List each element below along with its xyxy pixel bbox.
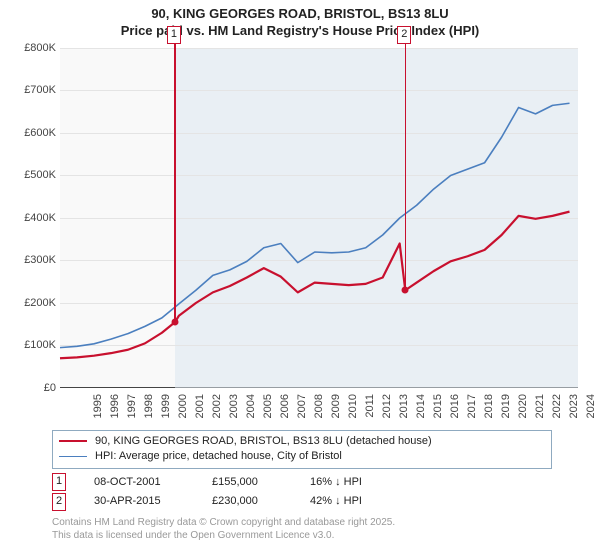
series-hpi [60, 103, 570, 347]
x-axis-label: 2023 [568, 394, 580, 428]
x-axis-label: 2001 [194, 394, 206, 428]
sale-diff: 16% ↓ HPI [310, 473, 400, 493]
sale-marker-dot [402, 287, 409, 294]
x-axis-label: 1995 [92, 394, 104, 428]
x-axis-label: 2014 [415, 394, 427, 428]
x-axis-label: 2015 [432, 394, 444, 428]
x-axis-label: 2009 [330, 394, 342, 428]
legend: 90, KING GEORGES ROAD, BRISTOL, BS13 8LU… [52, 430, 552, 469]
chart-area: £0£100K£200K£300K£400K£500K£600K£700K£80… [18, 44, 578, 424]
legend-label: HPI: Average price, detached house, City… [95, 449, 342, 464]
x-axis-label: 2019 [500, 394, 512, 428]
legend-row: 90, KING GEORGES ROAD, BRISTOL, BS13 8LU… [59, 434, 545, 449]
sale-row: 1 08-OCT-2001 £155,000 16% ↓ HPI [52, 473, 590, 493]
chart-title: 90, KING GEORGES ROAD, BRISTOL, BS13 8LU… [10, 6, 590, 40]
x-axis-label: 2020 [517, 394, 529, 428]
x-axis-label: 1997 [126, 394, 138, 428]
footer-line-1: Contains HM Land Registry data © Crown c… [52, 516, 590, 529]
x-axis-label: 2003 [228, 394, 240, 428]
sale-marker-dot [171, 318, 178, 325]
x-axis-label: 2018 [483, 394, 495, 428]
sale-diff: 42% ↓ HPI [310, 492, 400, 512]
title-line-1: 90, KING GEORGES ROAD, BRISTOL, BS13 8LU [10, 6, 590, 23]
x-axis-label: 2010 [347, 394, 359, 428]
legend-label: 90, KING GEORGES ROAD, BRISTOL, BS13 8LU… [95, 434, 432, 449]
footer-line-2: This data is licensed under the Open Gov… [52, 529, 590, 542]
sale-marker-1: 1 [167, 26, 181, 44]
sale-price: £155,000 [212, 473, 282, 493]
x-axis-label: 2004 [245, 394, 257, 428]
sale-marker-2: 2 [397, 26, 411, 44]
x-axis-label: 2012 [381, 394, 393, 428]
sale-marker-stem [405, 44, 407, 290]
x-axis-label: 1999 [160, 394, 172, 428]
x-axis-label: 2002 [211, 394, 223, 428]
x-axis-label: 2024 [585, 394, 597, 428]
sale-price: £230,000 [212, 492, 282, 512]
x-axis-label: 1998 [143, 394, 155, 428]
sale-marker-stem [174, 44, 176, 322]
sale-index-box: 2 [52, 493, 66, 511]
legend-row: HPI: Average price, detached house, City… [59, 449, 545, 464]
chart-container: 90, KING GEORGES ROAD, BRISTOL, BS13 8LU… [0, 0, 600, 560]
sale-date: 08-OCT-2001 [94, 473, 184, 493]
x-axis-label: 2000 [177, 394, 189, 428]
x-axis-label: 1996 [109, 394, 121, 428]
sale-row: 2 30-APR-2015 £230,000 42% ↓ HPI [52, 492, 590, 512]
sale-index-box: 1 [52, 473, 66, 491]
x-axis-label: 2008 [313, 394, 325, 428]
x-axis-label: 2016 [449, 394, 461, 428]
legend-swatch [59, 456, 87, 457]
legend-swatch [59, 440, 87, 442]
x-axis-label: 2011 [364, 394, 376, 428]
x-axis-label: 2017 [466, 394, 478, 428]
line-layer [18, 44, 578, 390]
sales-table: 1 08-OCT-2001 £155,000 16% ↓ HPI 2 30-APR-201… [52, 473, 590, 513]
footer-attribution: Contains HM Land Registry data © Crown c… [52, 516, 590, 542]
x-axis-label: 2021 [534, 394, 546, 428]
x-axis-label: 2005 [262, 394, 274, 428]
series-property [60, 211, 570, 358]
x-axis-label: 2007 [296, 394, 308, 428]
x-axis-label: 2013 [398, 394, 410, 428]
x-axis-label: 2022 [551, 394, 563, 428]
sale-date: 30-APR-2015 [94, 492, 184, 512]
x-axis-label: 2006 [279, 394, 291, 428]
title-line-2: Price paid vs. HM Land Registry's House … [10, 23, 590, 40]
